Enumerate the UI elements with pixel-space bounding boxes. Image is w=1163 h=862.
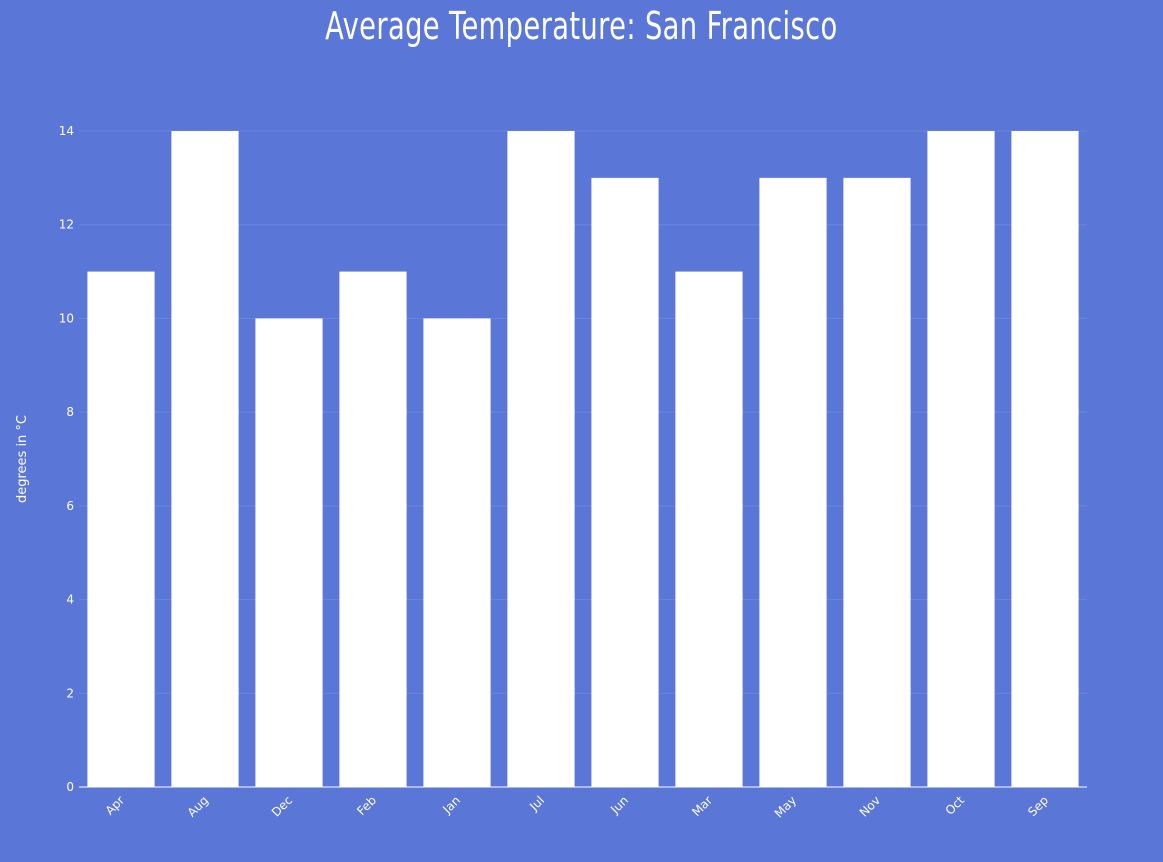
x-tick-label: Sep — [1025, 793, 1051, 819]
y-tick-label: 8 — [66, 405, 74, 419]
bar-sep[interactable] — [1011, 131, 1079, 787]
y-tick-label: 2 — [66, 686, 74, 700]
bars — [87, 131, 1079, 788]
y-tick-labels: 0 2 4 6 8 10 12 14 — [59, 124, 74, 794]
y-tick-label: 0 — [66, 780, 74, 794]
x-tick-label: Dec — [269, 793, 295, 819]
y-tick-label: 12 — [59, 218, 74, 232]
bar-oct[interactable] — [927, 131, 995, 787]
x-tick-label: Jan — [439, 793, 463, 817]
y-tick-label: 14 — [59, 124, 74, 138]
bar-jan[interactable] — [423, 318, 491, 787]
y-tick-label: 10 — [59, 311, 74, 325]
bar-dec[interactable] — [255, 318, 323, 787]
x-tick-label: Apr — [103, 793, 128, 818]
bar-jul[interactable] — [507, 131, 575, 787]
x-tick-label: Aug — [185, 793, 211, 819]
y-axis-label: degrees in °C — [15, 415, 30, 503]
x-tick-label: Jun — [607, 793, 631, 817]
x-tick-label: Feb — [354, 793, 379, 818]
chart-title: Average Temperature: San Francisco — [325, 4, 838, 48]
bar-aug[interactable] — [171, 131, 239, 787]
x-tick-label: Oct — [943, 793, 968, 818]
bar-nov[interactable] — [843, 177, 911, 787]
bar-jun[interactable] — [591, 177, 659, 787]
bar-feb[interactable] — [339, 271, 407, 788]
grid-lines — [79, 130, 1087, 694]
y-tick-label: 6 — [66, 499, 74, 513]
bar-apr[interactable] — [87, 271, 155, 788]
y-tick-label: 4 — [66, 593, 74, 607]
bar-mar[interactable] — [675, 271, 743, 788]
bar-may[interactable] — [759, 177, 827, 787]
x-tick-label: May — [772, 793, 799, 820]
x-tick-label: Nov — [857, 793, 883, 819]
x-tick-label: Mar — [689, 793, 715, 819]
x-tick-labels: Apr Aug Dec Feb Jan Jul Jun Mar May Nov Oct Sep — [103, 793, 1052, 821]
x-tick-label: Jul — [526, 793, 547, 814]
